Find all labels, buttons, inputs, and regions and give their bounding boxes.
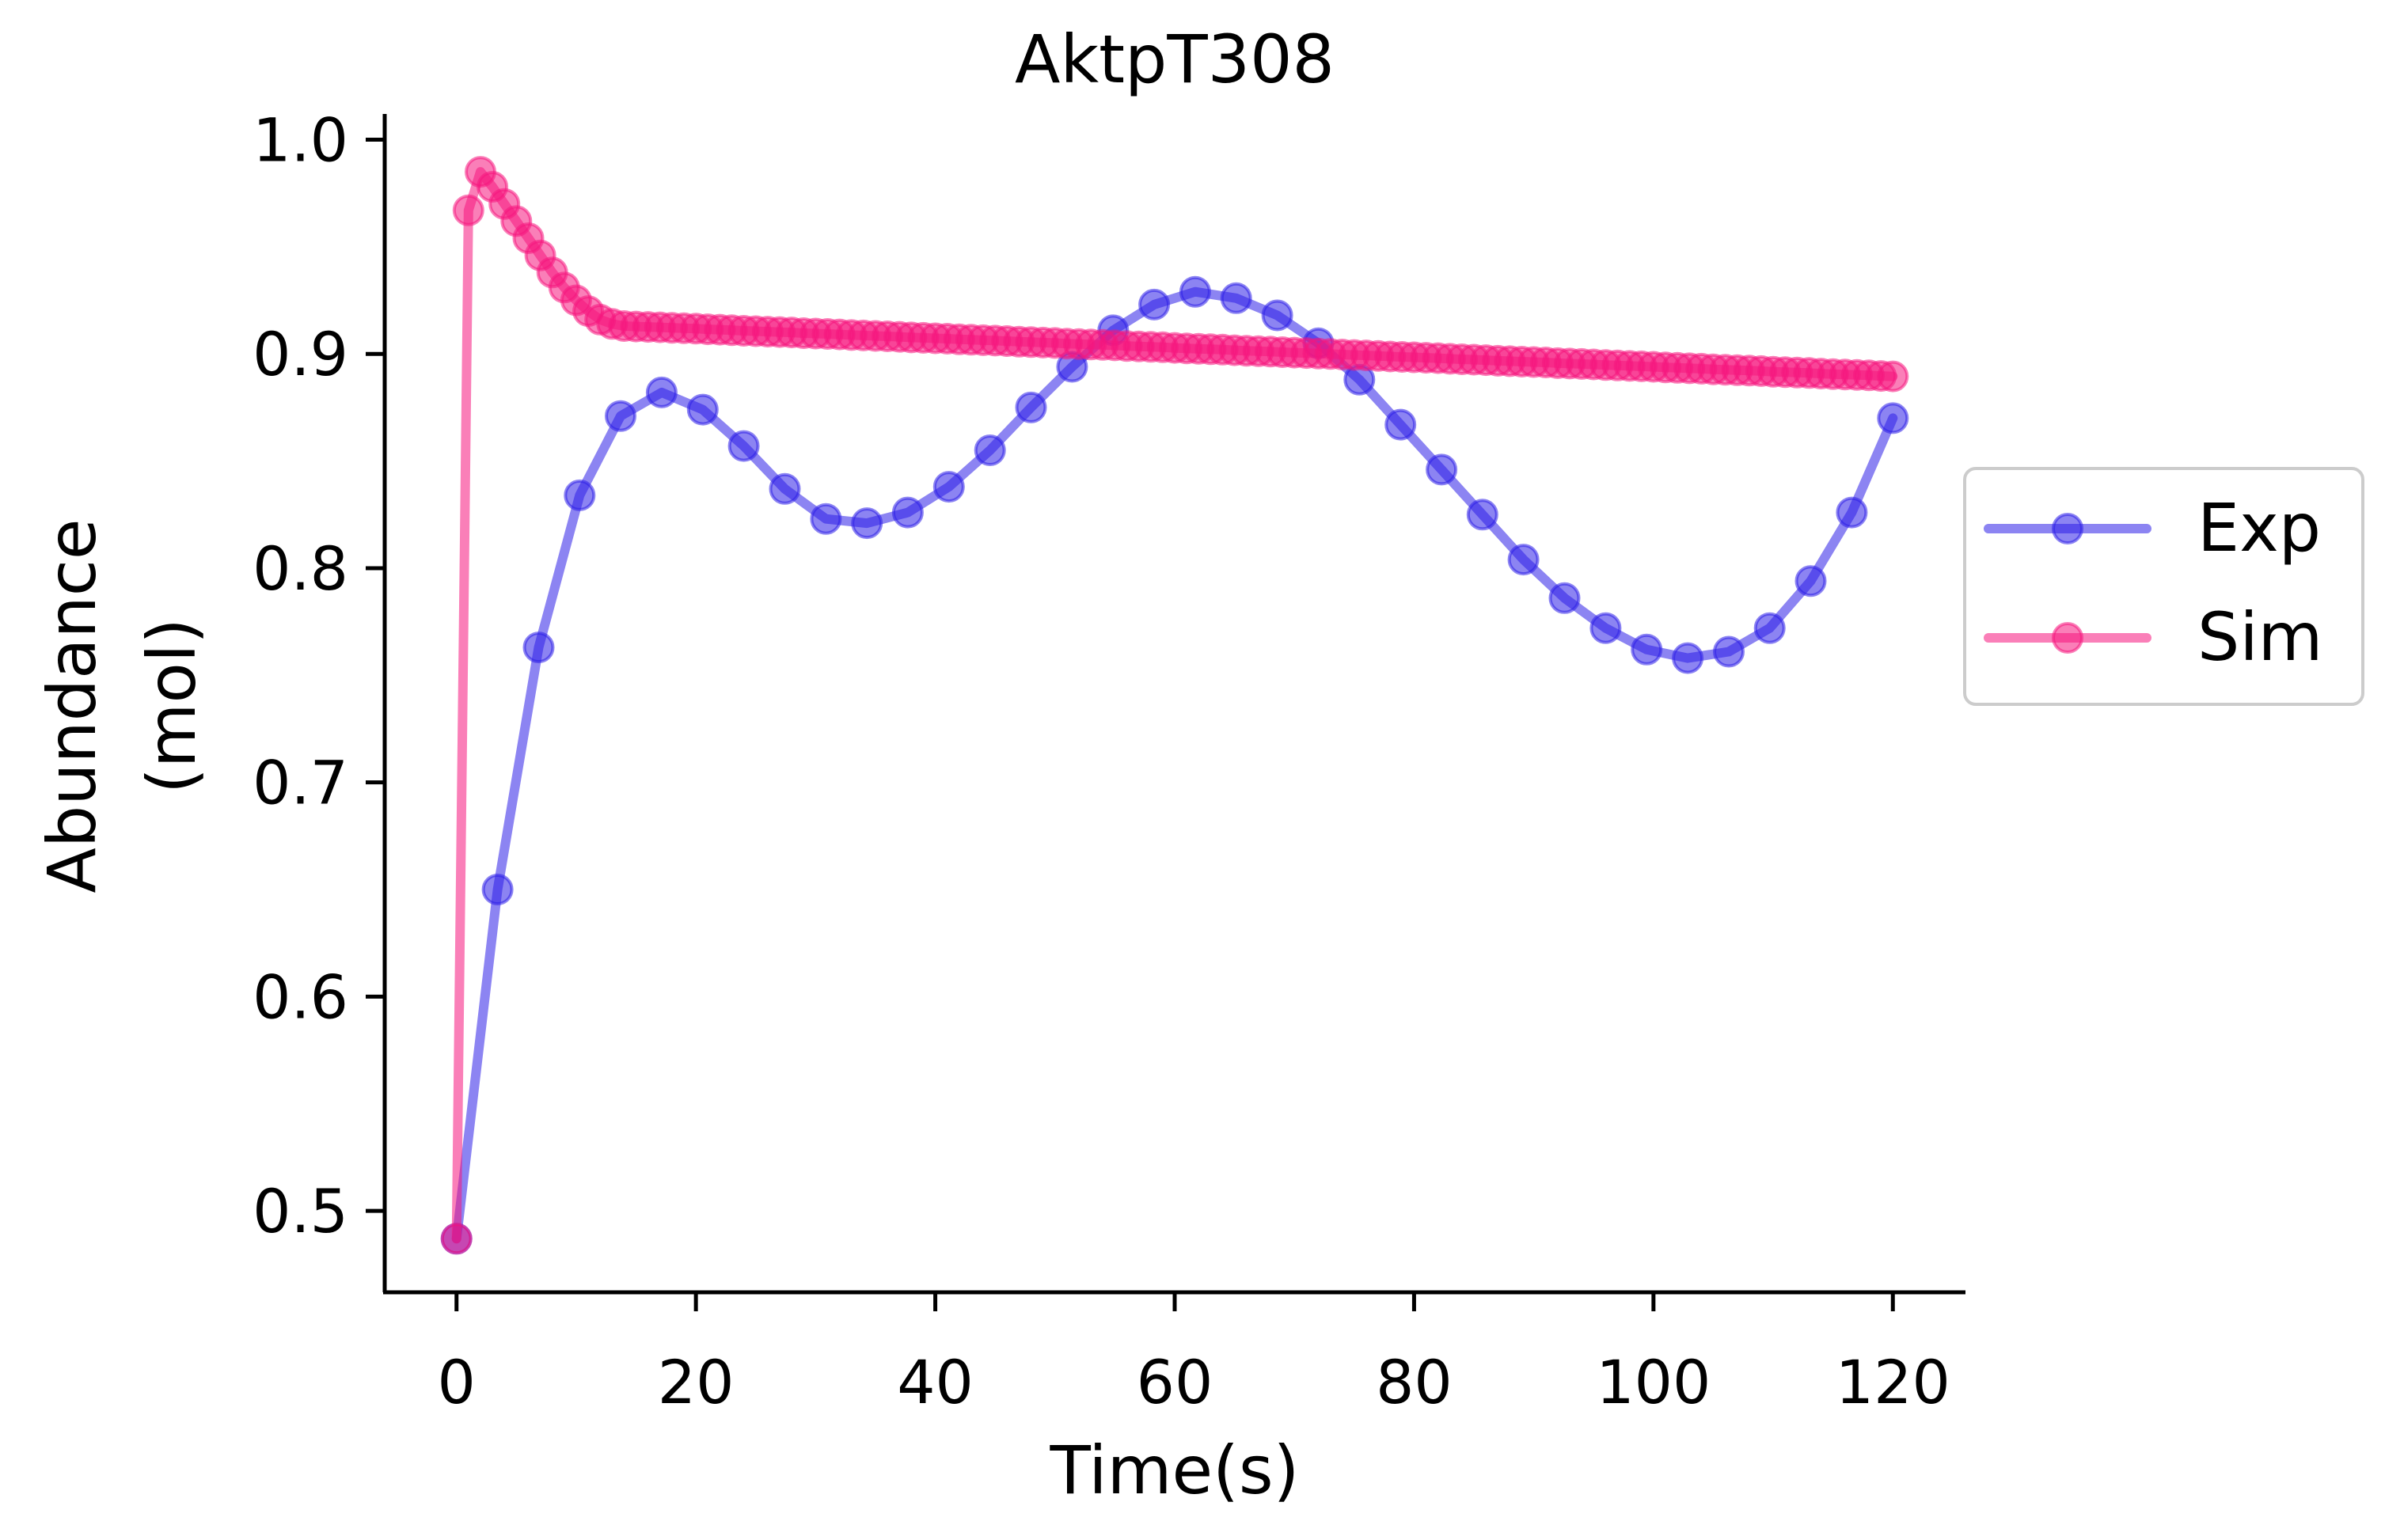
- y-axis-label: Abundance (mol): [33, 518, 211, 893]
- data-point-sim: [440, 1223, 473, 1255]
- data-point-exp: [564, 479, 596, 511]
- x-tick-label: 40: [897, 1347, 974, 1417]
- data-point-exp: [932, 471, 965, 503]
- legend-marker-exp: [2052, 513, 2083, 544]
- data-point-exp: [645, 376, 678, 408]
- data-point-exp: [769, 472, 801, 505]
- x-tick-label: 60: [1137, 1347, 1213, 1417]
- series-layer: [440, 156, 1909, 1255]
- data-point-exp: [974, 434, 1006, 466]
- data-point-exp: [1220, 282, 1252, 314]
- y-tick-label: 0.9: [253, 319, 348, 389]
- data-point-sim: [1877, 360, 1909, 393]
- legend-label-sim: Sim: [2197, 598, 2322, 676]
- data-point-exp: [891, 496, 924, 529]
- y-tick-label: 0.5: [253, 1176, 348, 1246]
- data-point-exp: [1138, 288, 1171, 321]
- y-tick-label: 0.6: [253, 962, 348, 1032]
- data-point-exp: [1753, 612, 1786, 644]
- data-point-exp: [1426, 453, 1458, 486]
- data-point-exp: [605, 400, 636, 432]
- data-point-exp: [1713, 635, 1745, 668]
- y-axis-label-line-2: (mol): [133, 618, 211, 794]
- data-point-exp: [1589, 612, 1622, 644]
- legend-entry-sim: Sim: [1984, 598, 2322, 676]
- x-tick-label: 20: [658, 1347, 735, 1417]
- data-point-exp: [1466, 499, 1498, 531]
- data-point-exp: [1836, 496, 1868, 529]
- legend-marker-sim: [2052, 622, 2083, 654]
- data-point-exp: [851, 507, 883, 540]
- y-axis-label-line-1: Abundance: [33, 518, 111, 893]
- data-point-exp: [1631, 633, 1663, 666]
- data-point-exp: [1548, 582, 1581, 614]
- data-point-sim: [452, 194, 484, 226]
- y-tick-label: 1.0: [253, 104, 348, 175]
- legend: Exp Sim: [1963, 467, 2364, 706]
- x-tick-label: 120: [1836, 1347, 1950, 1417]
- data-point-exp: [1015, 391, 1047, 423]
- data-point-exp: [1507, 544, 1540, 576]
- data-point-exp: [1384, 408, 1417, 441]
- series-exp: [440, 275, 1909, 1255]
- legend-entry-exp: Exp: [1984, 489, 2321, 567]
- data-point-exp: [522, 632, 555, 664]
- axes-layer: [382, 114, 1965, 1295]
- data-point-exp: [1179, 275, 1211, 308]
- data-point-exp: [481, 874, 514, 905]
- x-axis-label: Time(s): [1050, 1432, 1300, 1509]
- series-sim: [440, 156, 1909, 1255]
- x-tick-label: 80: [1376, 1347, 1453, 1417]
- series-line-exp: [451, 286, 1898, 1244]
- ticks-layer: 0 20 40 60 80 100 120 0.5 0.6 0.7 0.8 0.9 1.0: [253, 104, 1950, 1417]
- data-point-exp: [1794, 565, 1827, 597]
- chart-title: AktpT308: [1015, 21, 1335, 98]
- x-tick-label: 100: [1596, 1347, 1711, 1417]
- y-tick-label: 0.8: [253, 533, 348, 604]
- data-point-exp: [810, 503, 842, 535]
- data-point-exp: [1261, 299, 1293, 332]
- y-tick-label: 0.7: [253, 748, 348, 818]
- x-tick-label: 0: [438, 1347, 476, 1417]
- legend-label-exp: Exp: [2197, 489, 2321, 567]
- data-point-exp: [1877, 402, 1909, 434]
- data-point-exp: [686, 393, 719, 426]
- data-point-exp: [1672, 642, 1704, 674]
- data-point-exp: [727, 430, 760, 462]
